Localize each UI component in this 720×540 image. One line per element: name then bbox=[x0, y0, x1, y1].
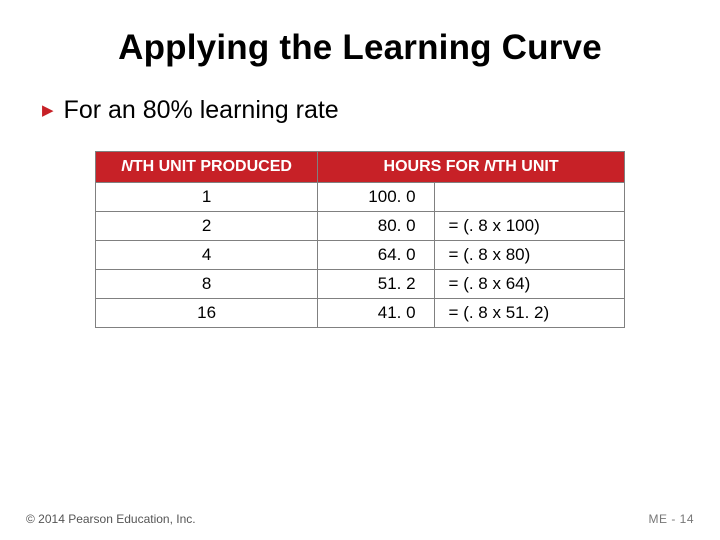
cell-formula: = (. 8 x 100) bbox=[434, 212, 624, 241]
learning-curve-table: NTH UNIT PRODUCED HOURS FOR NTH UNIT 1 1… bbox=[95, 151, 625, 328]
table-row: 8 51. 2 = (. 8 x 64) bbox=[96, 270, 625, 299]
cell-n: 4 bbox=[96, 241, 318, 270]
cell-hours: 100. 0 bbox=[318, 183, 434, 212]
cell-hours: 80. 0 bbox=[318, 212, 434, 241]
bullet-text: For an 80% learning rate bbox=[64, 96, 339, 125]
table-container: NTH UNIT PRODUCED HOURS FOR NTH UNIT 1 1… bbox=[40, 151, 680, 328]
cell-hours: 51. 2 bbox=[318, 270, 434, 299]
table-header-row: NTH UNIT PRODUCED HOURS FOR NTH UNIT bbox=[96, 152, 625, 183]
header-hours: HOURS FOR NTH UNIT bbox=[318, 152, 625, 183]
triangle-bullet-icon: ▶ bbox=[42, 103, 54, 118]
table-row: 2 80. 0 = (. 8 x 100) bbox=[96, 212, 625, 241]
slide-title: Applying the Learning Curve bbox=[40, 28, 680, 68]
bullet-row: ▶ For an 80% learning rate bbox=[42, 96, 680, 125]
cell-hours: 64. 0 bbox=[318, 241, 434, 270]
cell-formula: = (. 8 x 51. 2) bbox=[434, 299, 624, 328]
slide: Applying the Learning Curve ▶ For an 80%… bbox=[0, 0, 720, 540]
cell-n: 8 bbox=[96, 270, 318, 299]
footer-copyright: © 2014 Pearson Education, Inc. bbox=[26, 512, 196, 526]
table-row: 16 41. 0 = (. 8 x 51. 2) bbox=[96, 299, 625, 328]
cell-hours: 41. 0 bbox=[318, 299, 434, 328]
cell-formula bbox=[434, 183, 624, 212]
cell-n: 1 bbox=[96, 183, 318, 212]
cell-formula: = (. 8 x 80) bbox=[434, 241, 624, 270]
cell-n: 16 bbox=[96, 299, 318, 328]
cell-formula: = (. 8 x 64) bbox=[434, 270, 624, 299]
header-nth-unit: NTH UNIT PRODUCED bbox=[96, 152, 318, 183]
footer: © 2014 Pearson Education, Inc. ME - 14 bbox=[26, 512, 694, 526]
table-row: 4 64. 0 = (. 8 x 80) bbox=[96, 241, 625, 270]
table-row: 1 100. 0 bbox=[96, 183, 625, 212]
cell-n: 2 bbox=[96, 212, 318, 241]
footer-page-number: ME - 14 bbox=[648, 512, 694, 526]
